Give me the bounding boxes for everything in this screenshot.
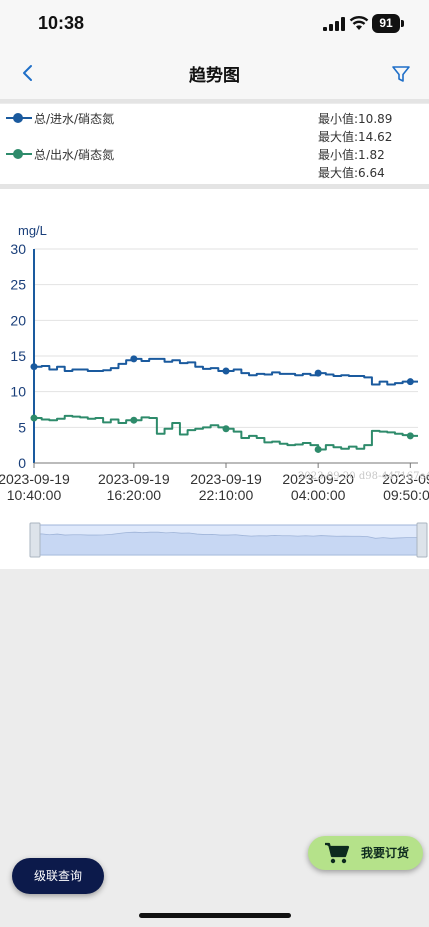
y-tick-label: 25 <box>10 277 26 293</box>
legend-item-inflow[interactable]: 总/进水/硝态氮 <box>6 108 114 128</box>
status-bar: 10:38 91 <box>0 0 429 47</box>
x-tick-date: 2023-09-19 <box>98 471 170 487</box>
shopping-cart-icon <box>325 842 350 864</box>
series-point <box>30 363 38 371</box>
legend-label: 总/出水/硝态氮 <box>34 147 115 162</box>
series-point <box>130 416 138 424</box>
series-point <box>130 355 138 363</box>
series-point <box>222 367 230 375</box>
series-line-1 <box>34 414 418 451</box>
y-tick-label: 30 <box>10 241 26 257</box>
y-axis-label: mg/L <box>18 223 47 238</box>
y-tick-label: 5 <box>18 419 26 435</box>
x-tick-time: 16:20:00 <box>107 487 162 503</box>
outflow-min-value: 最小值:1.82 <box>318 148 385 162</box>
legend-marker-icon <box>6 111 32 125</box>
page-title: 趋势图 <box>189 66 240 86</box>
y-tick-label: 20 <box>10 312 26 328</box>
x-tick-date: 2023-09-20 <box>282 471 354 487</box>
x-tick-time: 09:50:00 <box>383 487 429 503</box>
x-tick-time: 22:10:00 <box>199 487 254 503</box>
zoom-slider-preview <box>33 531 423 556</box>
x-tick-date: 2023-09-19 <box>190 471 262 487</box>
home-indicator <box>139 913 291 918</box>
nav-bar: 趋势图 <box>0 47 429 99</box>
series-point <box>314 445 322 453</box>
cascade-query-button[interactable]: 级联查询 <box>12 858 104 894</box>
series-point <box>30 414 38 422</box>
series-point <box>222 425 230 433</box>
chevron-left-icon[interactable] <box>16 61 40 85</box>
watermark-text: 2023-09-20 d98-447167e4 <box>298 471 429 482</box>
x-tick-time: 10:40:00 <box>7 487 62 503</box>
y-tick-label: 10 <box>10 384 26 400</box>
battery-cap <box>401 20 404 27</box>
y-tick-label: 15 <box>10 348 26 364</box>
chart-panel: mg/L 0 5 10 15 20 25 30 2023-09-19 10:40:00 2023-0… <box>0 189 429 569</box>
order-button[interactable]: 我要订货 <box>308 836 423 870</box>
cellular-signal-icon <box>323 17 345 31</box>
zoom-handle-left[interactable] <box>29 522 41 558</box>
funnel-filter-icon[interactable] <box>390 63 412 85</box>
x-tick-time: 04:00:00 <box>291 487 346 503</box>
divider-middle <box>0 184 429 189</box>
outflow-max-value: 最大值:6.64 <box>318 166 385 180</box>
y-tick-label: 0 <box>18 455 26 471</box>
legend-marker-icon <box>6 147 32 161</box>
legend-label: 总/进水/硝态氮 <box>34 111 115 126</box>
zoom-handle-right[interactable] <box>416 522 428 558</box>
series-point <box>406 378 414 386</box>
inflow-min-value: 最小值:10.89 <box>318 112 393 126</box>
wifi-icon <box>349 16 369 30</box>
x-tick-date: 2023-09- <box>382 471 429 487</box>
legend-item-outflow[interactable]: 总/出水/硝态氮 <box>6 144 114 164</box>
x-tick-date: 2023-09-19 <box>0 471 70 487</box>
inflow-max-value: 最大值:14.62 <box>318 130 393 144</box>
battery-icon: 91 <box>372 14 400 33</box>
status-time: 10:38 <box>38 13 85 33</box>
series-point <box>314 369 322 377</box>
series-point <box>406 432 414 440</box>
order-button-label: 我要订货 <box>361 846 410 860</box>
legend-panel: 总/进水/硝态氮 最小值:10.89 最大值:14.62 总/出水/硝态氮 最小… <box>0 104 429 184</box>
divider-top <box>0 99 429 103</box>
trend-chart[interactable]: mg/L0510152025302023-09-1910:40:002023-0… <box>0 189 429 569</box>
